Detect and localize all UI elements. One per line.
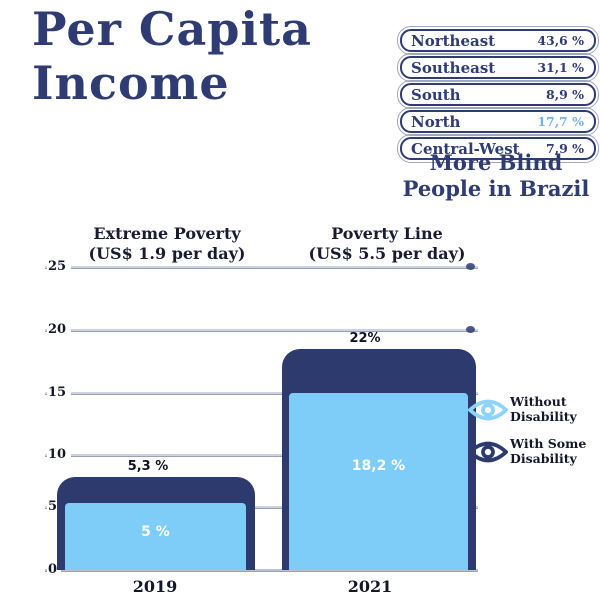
gridline-25: [45, 266, 478, 268]
legend-item-with-some-disability: With Some Disability: [468, 436, 594, 469]
region-name: North: [411, 112, 461, 131]
region-value: 7,9 %: [546, 141, 584, 156]
region-row-southeast: Southeast 31,1 %: [397, 53, 599, 82]
bar-value-label: 22%: [349, 331, 381, 346]
bar-2021-without-disability: [289, 393, 468, 570]
group-header-line1: Poverty Line: [331, 224, 443, 243]
region-row-central-west: Central-West 7,9 %: [397, 134, 599, 163]
bar-value-label: 5,3 %: [127, 459, 169, 474]
group-header-extreme-poverty: Extreme Poverty (US$ 1.9 per day): [62, 224, 272, 264]
bar-value-label: 5 %: [141, 524, 170, 540]
y-tick-10: 10: [47, 447, 71, 462]
region-value: 43,6 %: [537, 33, 584, 48]
gridline-end-cap: [466, 326, 475, 333]
region-name: South: [411, 85, 461, 104]
y-tick-20: 20: [47, 322, 71, 337]
y-tick-15: 15: [47, 385, 71, 400]
legend-label: With Some Disability: [510, 436, 587, 466]
region-row-south: South 8,9 %: [397, 80, 599, 109]
eye-icon: [468, 439, 510, 469]
x-tick-2021: 2021: [347, 577, 393, 596]
group-header-line1: Extreme Poverty: [93, 224, 241, 243]
gridline-15: [45, 392, 478, 394]
region-name: Northeast: [411, 31, 496, 50]
chart-legend: Without Disability With Some Disability: [468, 394, 594, 478]
region-row-northeast: Northeast 43,6 %: [397, 26, 599, 55]
gridline-end-cap: [466, 263, 475, 270]
region-name: Central-West: [411, 139, 520, 158]
bar-2019-without-disability: [65, 503, 246, 570]
region-value: 31,1 %: [537, 60, 584, 75]
region-row-north: North 17,7 %: [397, 107, 599, 136]
legend-item-without-disability: Without Disability: [468, 394, 594, 427]
y-tick-25: 25: [47, 259, 71, 274]
gridline-20: [45, 329, 478, 331]
group-header-poverty-line: Poverty Line (US$ 5.5 per day): [282, 224, 492, 264]
x-tick-2019: 2019: [132, 577, 178, 596]
group-header-line2: (US$ 1.9 per day): [88, 244, 246, 263]
subtitle: More Blind People in Brazil: [402, 150, 590, 202]
legend-label: Without Disability: [510, 394, 577, 424]
region-value: 8,9 %: [546, 87, 584, 102]
page-title: Per Capita Income: [32, 2, 312, 111]
eye-open-icon: [468, 397, 510, 427]
group-header-line2: (US$ 5.5 per day): [308, 244, 466, 263]
gridline-10: [45, 454, 478, 456]
x-axis-line: [45, 569, 478, 571]
bar-value-label: 18,2 %: [351, 458, 406, 474]
region-list: Northeast 43,6 % Southeast 31,1 % South …: [397, 26, 599, 164]
region-name: Southeast: [411, 58, 496, 77]
gridline-5: [45, 506, 478, 508]
region-value: 17,7 %: [537, 114, 584, 129]
